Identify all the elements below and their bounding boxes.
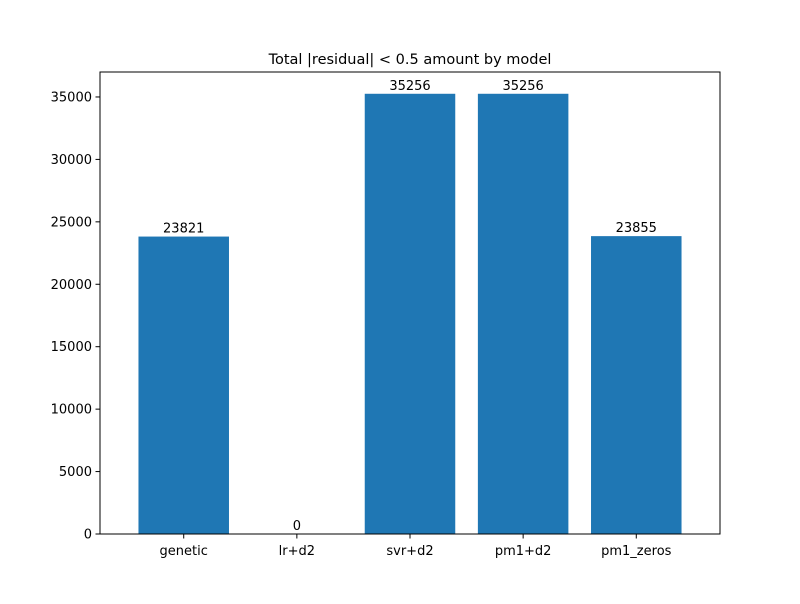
y-tick-label: 25000	[51, 215, 92, 230]
y-tick-label: 0	[84, 528, 92, 543]
bar-pm1+d2	[477, 93, 569, 534]
data-label-svr+d2: 35256	[389, 79, 430, 94]
bar-svr+d2	[364, 93, 456, 534]
x-tick-label-pm1_zeros: pm1_zeros	[601, 544, 672, 559]
x-tick-label-svr+d2: svr+d2	[386, 544, 433, 559]
y-tick-label: 30000	[51, 153, 92, 168]
bars-layer	[138, 93, 682, 534]
x-tick-label-genetic: genetic	[160, 544, 208, 559]
bar-genetic	[138, 236, 229, 534]
data-label-genetic: 23821	[163, 222, 204, 237]
y-axis: 0 5000 10000 15000 20000 25000 30000 35000	[51, 90, 100, 543]
data-label-pm1+d2: 35256	[502, 79, 543, 94]
x-axis: genetic lr+d2 svr+d2 pm1+d2 pm1_zeros	[160, 534, 672, 559]
chart-title: Total |residual| < 0.5 amount by model	[268, 52, 552, 68]
data-label-lr+d2: 0	[293, 519, 301, 534]
y-tick-label: 35000	[51, 90, 92, 105]
y-tick-label: 10000	[51, 403, 92, 418]
y-tick-label: 20000	[51, 278, 92, 293]
plot-frame	[99, 71, 721, 535]
data-labels-layer: 23821 0 35256 35256 23855	[163, 79, 657, 534]
bar-pm1_zeros	[591, 236, 682, 534]
y-tick-label: 15000	[51, 340, 92, 355]
x-tick-label-lr+d2: lr+d2	[279, 544, 315, 559]
y-tick-label: 5000	[59, 465, 92, 480]
x-tick-label-pm1+d2: pm1+d2	[495, 544, 552, 559]
data-label-pm1_zeros: 23855	[616, 221, 657, 236]
